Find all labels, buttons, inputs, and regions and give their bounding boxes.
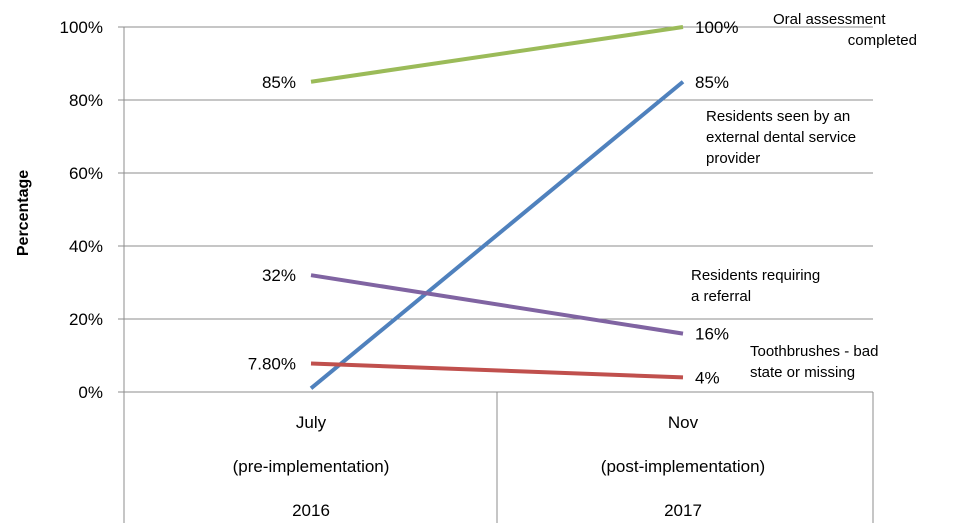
series-line — [310, 273, 684, 336]
data-label: 7.80% — [248, 355, 296, 374]
category-label: July — [296, 413, 327, 432]
category-label: (pre-implementation) — [233, 457, 390, 476]
data-label: 16% — [695, 325, 729, 344]
category-label: 2017 — [664, 501, 702, 520]
y-tick-label: 40% — [69, 237, 103, 256]
series-line — [310, 361, 684, 380]
series-lines — [309, 25, 685, 390]
y-axis-label: Percentage — [15, 170, 32, 256]
y-tick-label: 80% — [69, 91, 103, 110]
y-tick-labels: 0% 20% 40% 60% 80% 100% — [60, 18, 103, 402]
series-line — [309, 80, 685, 390]
category-label: Nov — [668, 413, 699, 432]
series-name-label: Oral assessment — [773, 11, 886, 28]
y-tick-label: 100% — [60, 18, 103, 37]
series-name-label: provider — [706, 150, 760, 167]
series-name-label: Residents requiring — [691, 267, 820, 284]
series-name-label: Toothbrushes - bad — [750, 343, 878, 360]
y-tick-label: 60% — [69, 164, 103, 183]
axes — [123, 27, 874, 523]
series-name-label: completed — [848, 32, 917, 49]
series-names: Oral assessment completed Residents seen b… — [691, 11, 917, 381]
y-tick-label: 0% — [78, 383, 103, 402]
category-label: (post-implementation) — [601, 457, 765, 476]
data-label: 100% — [695, 18, 738, 37]
category-labels: July (pre-implementation) 2016 Nov (post-imp… — [233, 413, 766, 520]
series-name-label: state or missing — [750, 364, 855, 381]
y-tick-label: 20% — [69, 310, 103, 329]
series-name-label: Residents seen by an — [706, 108, 850, 125]
data-label: 32% — [262, 266, 296, 285]
series-line — [310, 25, 684, 84]
category-label: 2016 — [292, 501, 330, 520]
data-label: 85% — [262, 73, 296, 92]
series-name-label: external dental service — [706, 129, 856, 146]
data-label: 4% — [695, 368, 720, 387]
series-name-label: a referral — [691, 288, 751, 305]
gridlines — [118, 26, 873, 393]
data-labels: 85% 100% 85% 32% 16% 7.80% 4% — [248, 18, 739, 387]
data-label: 85% — [695, 73, 729, 92]
